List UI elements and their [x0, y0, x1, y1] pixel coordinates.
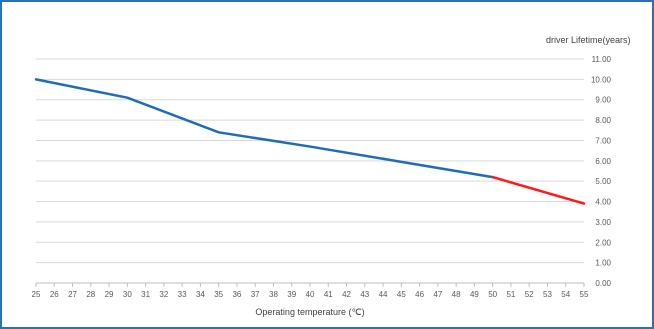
- x-tick-label: 43: [360, 290, 369, 299]
- y-axis-ticks: 0.00 1.00 2.00 3.00 4.00 5.00 6.00 7.00 8.00 9.00…: [591, 55, 612, 288]
- y-tick-label: 9.00: [595, 96, 611, 105]
- x-tick-label: 38: [269, 290, 278, 299]
- x-tick-label: 45: [397, 290, 406, 299]
- x-axis: 25 26 27 28 29 30 31 32 33 34 35 36 37 38 39 40 41 42 43 44…: [32, 282, 589, 299]
- x-tick-label: 39: [287, 290, 296, 299]
- x-tick-label: 52: [525, 290, 534, 299]
- x-tick-label: 54: [561, 290, 570, 299]
- x-axis-title: Operating temperature (℃): [255, 307, 364, 317]
- y-tick-label: 7.00: [595, 136, 611, 145]
- x-tick-label: 55: [580, 290, 589, 299]
- x-tick-label: 25: [32, 290, 41, 299]
- y-tick-label: 2.00: [595, 238, 611, 247]
- x-tick-label: 50: [488, 290, 497, 299]
- x-tick-label: 28: [86, 290, 95, 299]
- x-tick-label: 49: [470, 290, 479, 299]
- y-tick-label: 8.00: [595, 116, 611, 125]
- series-group: [34, 78, 586, 205]
- x-tick-label: 29: [105, 290, 114, 299]
- y-tick-label: 4.00: [595, 198, 611, 207]
- x-tick-label: 46: [415, 290, 424, 299]
- x-tick-label: 34: [196, 290, 205, 299]
- x-tick-label: 30: [123, 290, 132, 299]
- y-tick-label: 5.00: [595, 177, 611, 186]
- y-axis-title: driver Lifetime(years): [546, 35, 631, 45]
- x-tick-label: 32: [159, 290, 168, 299]
- y-tick-label: 11.00: [592, 55, 612, 64]
- x-tick-label: 44: [379, 290, 388, 299]
- x-tick-label: 40: [306, 290, 315, 299]
- series-line-extrapolated: [491, 175, 586, 205]
- x-tick-label: 33: [178, 290, 187, 299]
- x-tick-label: 26: [50, 290, 59, 299]
- y-tick-label: 1.00: [595, 259, 611, 268]
- x-tick-label: 47: [433, 290, 442, 299]
- x-tick-label: 31: [141, 290, 150, 299]
- gridlines: [36, 58, 584, 264]
- x-tick-label: 42: [342, 290, 351, 299]
- y-tick-label: 3.00: [595, 218, 611, 227]
- series-line-main: [34, 78, 494, 179]
- x-tick-label: 51: [506, 290, 515, 299]
- y-tick-label: 0.00: [595, 279, 611, 288]
- x-tick-label: 36: [232, 290, 241, 299]
- x-tick-label: 53: [543, 290, 552, 299]
- y-tick-label: 10.00: [591, 75, 612, 84]
- x-tick-label: 27: [68, 290, 77, 299]
- x-tick-label: 35: [214, 290, 223, 299]
- x-tick-label: 41: [324, 290, 333, 299]
- y-tick-label: 6.00: [595, 157, 611, 166]
- x-tick-label: 37: [251, 290, 260, 299]
- x-tick-label: 48: [452, 290, 461, 299]
